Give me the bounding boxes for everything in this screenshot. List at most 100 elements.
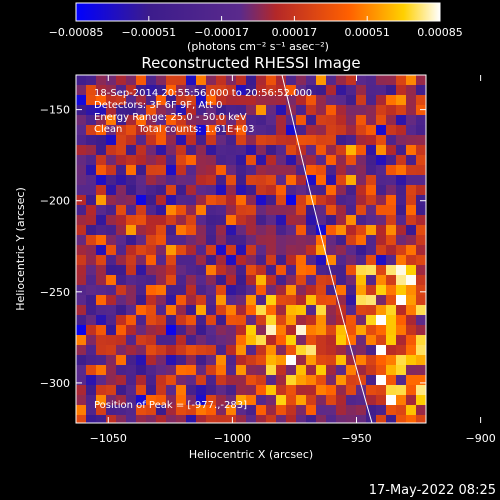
heatmap-cell: [316, 325, 326, 335]
heatmap-cell: [316, 95, 326, 105]
heatmap-cell: [336, 275, 346, 285]
heatmap-cell: [226, 245, 236, 255]
heatmap-cell: [176, 95, 186, 105]
heatmap-cell: [386, 95, 396, 105]
heatmap-cell: [86, 165, 96, 175]
heatmap-cell: [306, 85, 316, 95]
heatmap-cell: [186, 115, 196, 125]
heatmap-cell: [206, 375, 216, 385]
heatmap-cell: [366, 315, 376, 325]
heatmap-cell: [136, 185, 146, 195]
heatmap-cell: [256, 375, 266, 385]
heatmap-cell: [246, 175, 256, 185]
heatmap-cell: [346, 365, 356, 375]
heatmap-cell: [126, 135, 136, 145]
heatmap-cell: [126, 235, 136, 245]
heatmap-cell: [346, 355, 356, 365]
heatmap-cell: [236, 205, 246, 215]
heatmap-cell: [126, 85, 136, 95]
heatmap-cell: [196, 225, 206, 235]
heatmap-cell: [396, 275, 406, 285]
annotation-time-range: 18-Sep-2014 20:55:56.000 to 20:56:52.000: [94, 88, 312, 99]
heatmap-cell: [226, 385, 236, 395]
chart-title: Reconstructed RHESSI Image: [141, 54, 360, 72]
heatmap-cell: [326, 255, 336, 265]
heatmap-cell: [376, 395, 386, 405]
heatmap-cell: [416, 345, 426, 355]
heatmap-cell: [386, 235, 396, 245]
heatmap-cell: [156, 235, 166, 245]
heatmap-cell: [136, 175, 146, 185]
heatmap-cell: [76, 275, 86, 285]
heatmap-cell: [106, 95, 116, 105]
heatmap-cell: [286, 215, 296, 225]
heatmap-cell: [386, 365, 396, 375]
heatmap-cell: [356, 105, 366, 115]
heatmap-cell: [96, 285, 106, 295]
heatmap-cell: [286, 395, 296, 405]
heatmap-cell: [296, 275, 306, 285]
heatmap-cell: [226, 125, 236, 135]
heatmap-cell: [336, 225, 346, 235]
heatmap-cell: [396, 105, 406, 115]
heatmap-cell: [376, 185, 386, 195]
heatmap-cell: [316, 135, 326, 145]
heatmap-cell: [406, 375, 416, 385]
heatmap-cell: [146, 405, 156, 415]
heatmap-cell: [156, 75, 166, 85]
heatmap-cell: [396, 355, 406, 365]
heatmap-cell: [376, 245, 386, 255]
heatmap-cell: [146, 285, 156, 295]
heatmap-cell: [86, 315, 96, 325]
heatmap-cell: [136, 325, 146, 335]
heatmap-cell: [416, 285, 426, 295]
heatmap-cell: [86, 365, 96, 375]
heatmap-cell: [296, 145, 306, 155]
heatmap-cell: [316, 75, 326, 85]
heatmap-cell: [136, 335, 146, 345]
heatmap-cell: [326, 385, 336, 395]
heatmap-cell: [376, 165, 386, 175]
heatmap-cell: [266, 215, 276, 225]
heatmap-cell: [206, 165, 216, 175]
heatmap-cell: [106, 355, 116, 365]
heatmap-cell: [396, 335, 406, 345]
heatmap-cell: [136, 215, 146, 225]
heatmap-cell: [306, 215, 316, 225]
heatmap-cell: [206, 285, 216, 295]
heatmap-cell: [266, 305, 276, 315]
heatmap-cell: [366, 305, 376, 315]
heatmap-cell: [176, 355, 186, 365]
heatmap-cell: [206, 275, 216, 285]
heatmap-cell: [316, 255, 326, 265]
heatmap-cell: [216, 365, 226, 375]
heatmap-cell: [406, 265, 416, 275]
heatmap-cell: [316, 345, 326, 355]
heatmap-cell: [346, 405, 356, 415]
heatmap-cell: [376, 365, 386, 375]
heatmap-cell: [216, 305, 226, 315]
heatmap-cell: [336, 385, 346, 395]
heatmap-cell: [226, 85, 236, 95]
colorbar-tick-label: −0.00017: [194, 26, 249, 39]
heatmap-cell: [416, 185, 426, 195]
heatmap-cell: [326, 415, 336, 423]
heatmap-cell: [326, 185, 336, 195]
heatmap-cell: [216, 135, 226, 145]
heatmap-cell: [386, 205, 396, 215]
heatmap-cell: [156, 345, 166, 355]
heatmap-cell: [256, 85, 266, 95]
heatmap-cell: [206, 355, 216, 365]
heatmap-cell: [306, 305, 316, 315]
heatmap-cell: [256, 355, 266, 365]
heatmap-cell: [76, 315, 86, 325]
heatmap-cell: [356, 245, 366, 255]
plot-frame: [75, 74, 427, 424]
heatmap-cell: [176, 335, 186, 345]
heatmap-cell: [166, 225, 176, 235]
heatmap-cell: [86, 155, 96, 165]
heatmap-cell: [306, 355, 316, 365]
heatmap-cell: [236, 325, 246, 335]
heatmap-cell: [406, 155, 416, 165]
heatmap-cell: [246, 165, 256, 175]
